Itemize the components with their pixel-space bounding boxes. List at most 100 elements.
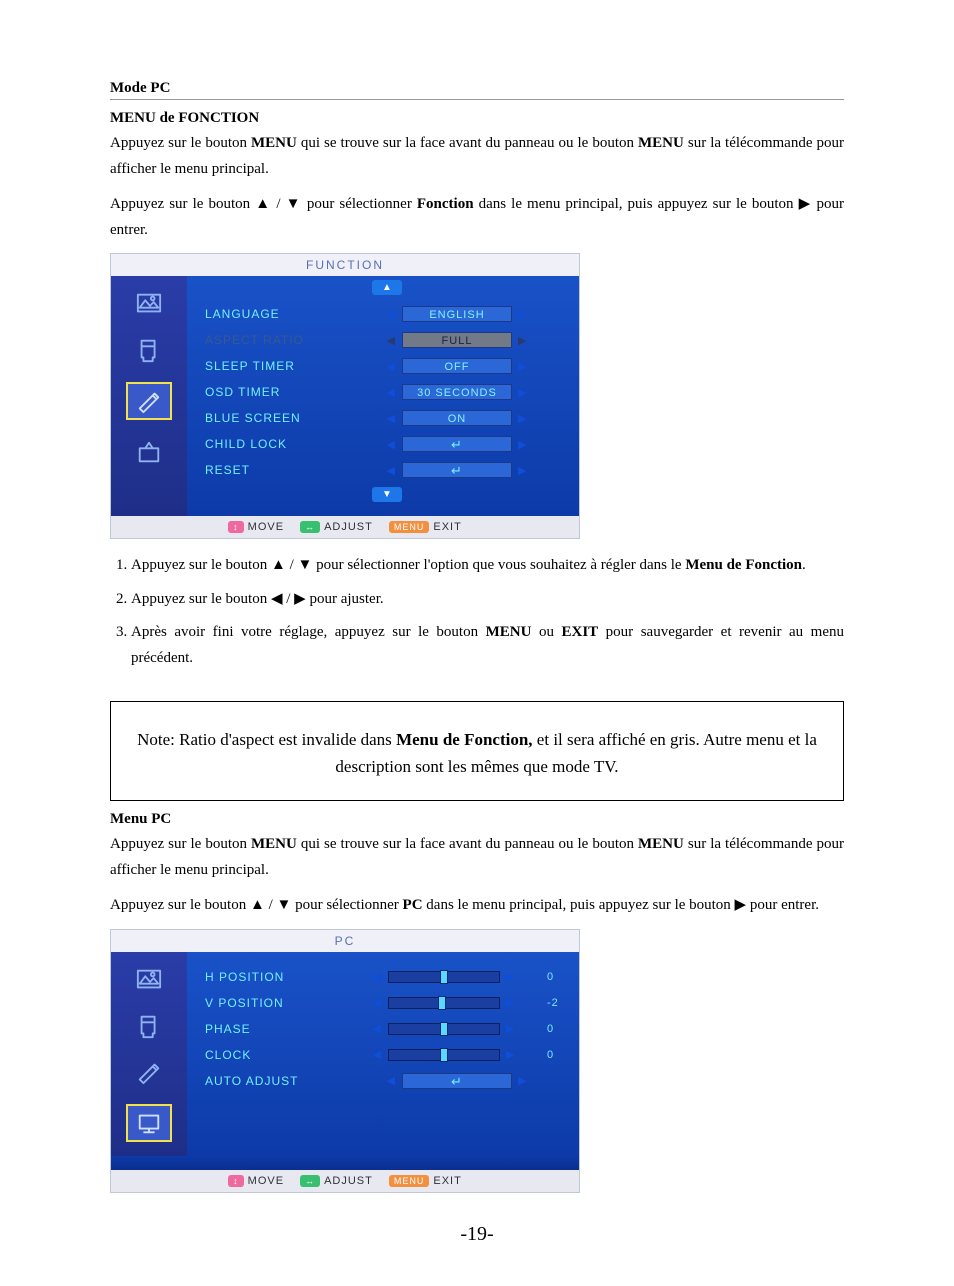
osd-row-control: ◀▶ bbox=[345, 1022, 543, 1035]
osd-title: FUNCTION bbox=[111, 254, 579, 276]
arrow-right-icon[interactable]: ▶ bbox=[518, 438, 527, 451]
osd-row[interactable]: CLOCK◀▶0 bbox=[205, 1042, 569, 1068]
osd-row-label: AUTO ADJUST bbox=[205, 1074, 345, 1088]
osd-slider[interactable] bbox=[388, 1023, 500, 1035]
arrow-right-icon[interactable]: ▶ bbox=[518, 334, 527, 347]
osd-enter[interactable]: ↵ bbox=[402, 462, 512, 478]
text-bold: MENU bbox=[638, 836, 684, 852]
osd-enter[interactable]: ↵ bbox=[402, 436, 512, 452]
arrow-left-icon[interactable]: ◀ bbox=[387, 412, 396, 425]
sidebar-audio-icon[interactable] bbox=[133, 1012, 165, 1040]
arrow-left-icon[interactable]: ◀ bbox=[387, 334, 396, 347]
osd-row[interactable]: H POSITION◀▶0 bbox=[205, 964, 569, 990]
scroll-down-icon[interactable]: ▼ bbox=[372, 487, 402, 502]
arrow-right-icon[interactable]: ▶ bbox=[518, 464, 527, 477]
arrow-right-icon[interactable]: ▶ bbox=[518, 308, 527, 321]
footer-exit-label: EXIT bbox=[433, 521, 461, 533]
arrow-left-icon[interactable]: ◀ bbox=[373, 1048, 382, 1061]
osd-row-label: SLEEP TIMER bbox=[205, 359, 345, 373]
text-bold: PC bbox=[403, 897, 423, 913]
slider-thumb[interactable] bbox=[440, 970, 448, 984]
arrow-right-icon[interactable]: ▶ bbox=[518, 360, 527, 373]
enter-icon: ↵ bbox=[451, 1074, 463, 1089]
arrow-right-icon[interactable]: ▶ bbox=[518, 1074, 527, 1087]
arrow-left-icon[interactable]: ◀ bbox=[387, 308, 396, 321]
step-1: Appuyez sur le bouton ▲ / ▼ pour sélecti… bbox=[131, 553, 844, 579]
section2-para1: Appuyez sur le bouton MENU qui se trouve… bbox=[110, 832, 844, 883]
slider-thumb[interactable] bbox=[438, 996, 446, 1010]
osd-row-control: ◀▶ bbox=[345, 970, 543, 983]
section2-title: Menu PC bbox=[110, 811, 844, 828]
osd-slider-value: 0 bbox=[543, 971, 569, 983]
sidebar-picture-icon[interactable] bbox=[133, 290, 165, 318]
osd-sidebar bbox=[111, 276, 187, 516]
osd-row[interactable]: LANGUAGE◀ENGLISH▶ bbox=[205, 301, 569, 327]
osd-slider[interactable] bbox=[388, 1049, 500, 1061]
osd-row[interactable]: BLUE SCREEN◀ON▶ bbox=[205, 405, 569, 431]
osd-row[interactable]: SLEEP TIMER ◀ OFF ▶ bbox=[205, 353, 569, 379]
footer-move: ↕MOVE bbox=[228, 1175, 284, 1187]
osd-slider[interactable] bbox=[388, 997, 500, 1009]
osd-row-control: ◀ENGLISH▶ bbox=[345, 306, 569, 322]
arrow-left-icon[interactable]: ◀ bbox=[387, 360, 396, 373]
note-bold: Menu de Fonction, bbox=[396, 730, 532, 749]
arrow-right-icon[interactable]: ▶ bbox=[506, 970, 515, 983]
osd-row[interactable]: OSD TIMER ◀ 30 SECONDS ▶ bbox=[205, 379, 569, 405]
note-box: Note: Ratio d'aspect est invalide dans M… bbox=[110, 701, 844, 801]
slider-thumb[interactable] bbox=[440, 1022, 448, 1036]
osd-row[interactable]: PHASE◀▶0 bbox=[205, 1016, 569, 1042]
arrow-left-icon[interactable]: ◀ bbox=[387, 386, 396, 399]
arrow-right-icon[interactable]: ▶ bbox=[506, 1048, 515, 1061]
osd-row[interactable]: ASPECT RATIO◀FULL▶ bbox=[205, 327, 569, 353]
osd-title: PC bbox=[111, 930, 579, 952]
text-bold: MENU bbox=[251, 135, 297, 151]
osd-row-control: ◀ON▶ bbox=[345, 410, 569, 426]
osd-slider[interactable] bbox=[388, 971, 500, 983]
footer-move-label: MOVE bbox=[248, 521, 284, 533]
arrow-right-icon[interactable]: ▶ bbox=[518, 386, 527, 399]
osd-row[interactable]: RESET◀↵▶ bbox=[205, 457, 569, 483]
osd-enter[interactable]: ↵ bbox=[402, 1073, 512, 1089]
arrow-left-icon[interactable]: ◀ bbox=[373, 970, 382, 983]
arrow-right-icon[interactable]: ▶ bbox=[518, 412, 527, 425]
text: qui se trouve sur la face avant du panne… bbox=[297, 135, 638, 151]
slider-thumb[interactable] bbox=[440, 1048, 448, 1062]
sidebar-pc-icon[interactable] bbox=[126, 1104, 172, 1142]
arrow-left-icon[interactable]: ◀ bbox=[387, 464, 396, 477]
arrow-left-icon[interactable]: ◀ bbox=[373, 1022, 382, 1035]
osd-row-label: PHASE bbox=[205, 1022, 345, 1036]
sidebar-audio-icon[interactable] bbox=[133, 336, 165, 364]
text: Après avoir fini votre réglage, appuyez … bbox=[131, 624, 486, 640]
osd-row-label: BLUE SCREEN bbox=[205, 411, 345, 425]
text: qui se trouve sur la face avant du panne… bbox=[297, 836, 638, 852]
osd-slider-value: -2 bbox=[543, 997, 569, 1009]
step-3: Après avoir fini votre réglage, appuyez … bbox=[131, 620, 844, 671]
scroll-up-icon[interactable]: ▲ bbox=[372, 280, 402, 295]
sidebar-settings-icon[interactable] bbox=[133, 1058, 165, 1086]
osd-row-control: ◀▶ bbox=[345, 996, 543, 1009]
footer-adjust: ↔ADJUST bbox=[300, 1175, 373, 1187]
arrow-right-icon[interactable]: ▶ bbox=[506, 1022, 515, 1035]
osd-value: 30 SECONDS bbox=[402, 384, 512, 400]
osd-main: ▲ LANGUAGE◀ENGLISH▶ASPECT RATIO◀FULL▶SLE… bbox=[187, 276, 579, 516]
osd-row-label: LANGUAGE bbox=[205, 307, 345, 321]
osd-row[interactable]: AUTO ADJUST ◀ ↵ ▶ bbox=[205, 1068, 569, 1094]
osd-row[interactable]: CHILD LOCK◀↵▶ bbox=[205, 431, 569, 457]
sidebar-picture-icon[interactable] bbox=[133, 966, 165, 994]
sidebar-settings-icon[interactable] bbox=[126, 382, 172, 420]
footer-exit: MENUEXIT bbox=[389, 521, 462, 533]
arrow-left-icon[interactable]: ◀ bbox=[373, 996, 382, 1009]
text: Appuyez sur le bouton bbox=[110, 135, 251, 151]
sidebar-tv-icon[interactable] bbox=[133, 438, 165, 466]
arrow-left-icon[interactable]: ◀ bbox=[387, 438, 396, 451]
steps-list-1: Appuyez sur le bouton ▲ / ▼ pour sélecti… bbox=[110, 553, 844, 671]
menu-badge-icon: MENU bbox=[389, 1175, 430, 1187]
osd-value: OFF bbox=[402, 358, 512, 374]
osd-row-label: OSD TIMER bbox=[205, 385, 345, 399]
osd-footer: ↕MOVE ↔ADJUST MENUEXIT bbox=[111, 516, 579, 538]
arrow-left-icon[interactable]: ◀ bbox=[387, 1074, 396, 1087]
osd-row-label: V POSITION bbox=[205, 996, 345, 1010]
menu-badge-icon: MENU bbox=[389, 521, 430, 533]
osd-row[interactable]: V POSITION◀▶-2 bbox=[205, 990, 569, 1016]
arrow-right-icon[interactable]: ▶ bbox=[506, 996, 515, 1009]
